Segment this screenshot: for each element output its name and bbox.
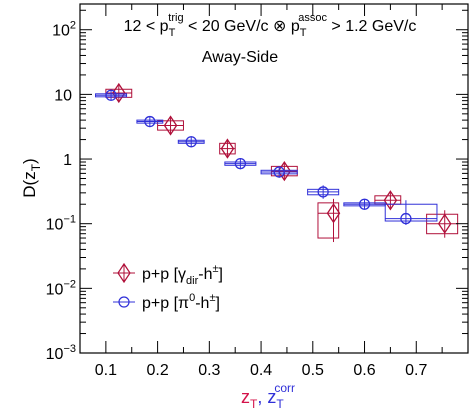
y-tick-label: 1: [63, 152, 72, 169]
y-tick-label: 10: [54, 87, 72, 104]
header-line-1: 12 < pTtrig < 20 GeV/c ⊗ pTassoc > 1.2 G…: [124, 12, 417, 39]
x-tick-label: 0.2: [146, 362, 168, 379]
y-tick-label: 102: [52, 20, 76, 40]
hdr-a-sub: T: [169, 27, 176, 39]
data-point-circle: [234, 157, 247, 170]
legend-label-gamma: p+p [γdir-h±]: [142, 263, 223, 287]
y-axis-label: D(zT): [20, 158, 43, 197]
data-point-diamond: [326, 203, 341, 224]
data-point-diamond: [220, 138, 235, 159]
data-point-diamond: [437, 213, 452, 234]
data-point-diamond: [163, 115, 178, 136]
x-tick-label: 0.5: [302, 362, 324, 379]
hdr-a-sup: trig: [168, 12, 183, 24]
x-tick-label: 0.6: [353, 362, 375, 379]
x-tick-label: 0.4: [250, 362, 272, 379]
hdr-b-sub: T: [300, 27, 307, 39]
x-label-a-sub: T: [250, 397, 258, 411]
x-tick-label: 0.7: [405, 362, 427, 379]
legend-item-gamma: p+p [γdir-h±]: [113, 262, 223, 287]
data-point-diamond: [383, 190, 398, 211]
data-point-circle: [144, 115, 156, 128]
y-tick-label: 10−3: [46, 343, 76, 363]
x-label-b-sub: T: [276, 397, 284, 411]
x-label-b-sup: corr: [274, 381, 295, 395]
data-point-circle: [317, 186, 329, 198]
error-box: [384, 203, 438, 222]
data-point-diamond: [112, 82, 126, 104]
legend-label-pi0: p+p [π0-h±]: [142, 292, 220, 312]
data-point-circle: [400, 212, 412, 225]
series-layer: [95, 82, 459, 243]
error-box: [317, 202, 340, 239]
legend: p+p [γdir-h±] p+p [π0-h±]: [113, 262, 223, 312]
data-point-circle: [273, 166, 285, 178]
axis-ticks: 0.1 0.2 0.3 0.4 0.5 0.6 0.7 102 10 1 10−1 10−2 10−3: [46, 4, 469, 379]
y-tick-label: 10−2: [46, 278, 76, 298]
data-point-circle: [105, 89, 117, 101]
series-1: [95, 89, 438, 226]
header-line-2: Away-Side: [202, 49, 278, 66]
data-point-circle: [185, 136, 197, 148]
legend-item-pi0: p+p [π0-h±]: [113, 292, 220, 312]
data-point-circle: [358, 198, 371, 210]
hdr-b-sup: assoc: [298, 12, 327, 24]
y-tick-label: 10−1: [46, 214, 76, 234]
y-axis-label-sub: T: [29, 163, 43, 171]
data-point-diamond: [277, 160, 292, 182]
diamond-marker-icon: [117, 262, 131, 284]
x-tick-label: 0.1: [95, 362, 117, 379]
circle-marker-icon: [118, 296, 130, 308]
x-axis-label: zT, zTcorr: [241, 381, 295, 411]
x-tick-label: 0.3: [198, 362, 220, 379]
